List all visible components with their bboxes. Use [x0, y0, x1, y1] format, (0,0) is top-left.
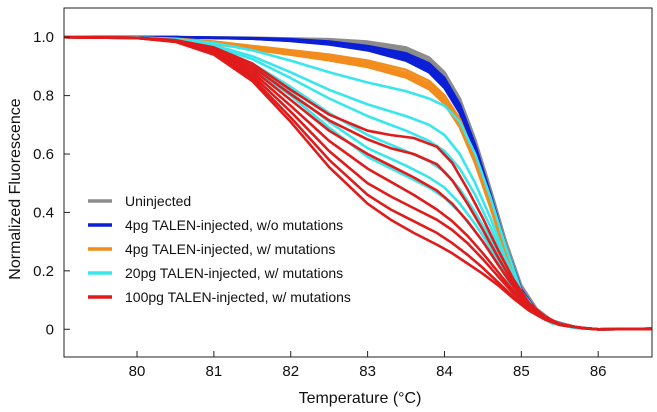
legend-label: 4pg TALEN-injected, w/ mutations [125, 241, 335, 257]
legend-label: Uninjected [125, 193, 191, 209]
y-tick-label: 0.2 [33, 263, 54, 280]
legend-label: 20pg TALEN-injected, w/ mutations [125, 265, 343, 281]
legend: Uninjected 4pg TALEN-injected, w/o mutati… [88, 193, 351, 305]
x-tick-label: 82 [282, 363, 299, 380]
x-axis-title: Temperature (°C) [299, 390, 422, 407]
plot-frame [63, 7, 653, 358]
axes: 80 81 82 83 84 85 86 0 0.2 0.4 0.6 0.8 1.0 [33, 7, 653, 380]
x-tick-label: 83 [359, 363, 376, 380]
x-tick-label: 81 [206, 363, 223, 380]
y-tick-label: 0 [46, 321, 54, 338]
x-tick-label: 84 [436, 363, 453, 380]
y-axis-title: Normalized Fluorescence [7, 98, 24, 280]
legend-item-4pg-talen-injected-w-o-mutations: 4pg TALEN-injected, w/o mutations [88, 217, 343, 233]
legend-item-4pg-talen-injected-w-mutations: 4pg TALEN-injected, w/ mutations [88, 241, 335, 257]
curve-20pg-talen-injected-w-mutations-1 [64, 35, 652, 331]
legend-item-20pg-talen-injected-w-mutations: 20pg TALEN-injected, w/ mutations [88, 265, 343, 281]
plot-lines [64, 35, 652, 331]
series-20pg-talen-injected-w-mutations [64, 35, 652, 331]
x-tick-label: 80 [129, 363, 146, 380]
y-tick-label: 0.6 [33, 146, 54, 163]
legend-item-uninjected: Uninjected [88, 193, 191, 209]
legend-label: 100pg TALEN-injected, w/ mutations [125, 289, 351, 305]
y-tick-label: 0.4 [33, 204, 54, 221]
legend-item-100pg-talen-injected-w-mutations: 100pg TALEN-injected, w/ mutations [88, 289, 351, 305]
series-100pg-talen-injected-w-mutations [64, 35, 652, 331]
y-tick-label: 0.8 [33, 88, 54, 105]
x-tick-label: 86 [590, 363, 607, 380]
legend-label: 4pg TALEN-injected, w/o mutations [125, 217, 343, 233]
x-tick-label: 85 [513, 363, 530, 380]
curve-100pg-talen-injected-w-mutations-7 [64, 35, 652, 331]
y-tick-label: 1.0 [33, 29, 54, 46]
